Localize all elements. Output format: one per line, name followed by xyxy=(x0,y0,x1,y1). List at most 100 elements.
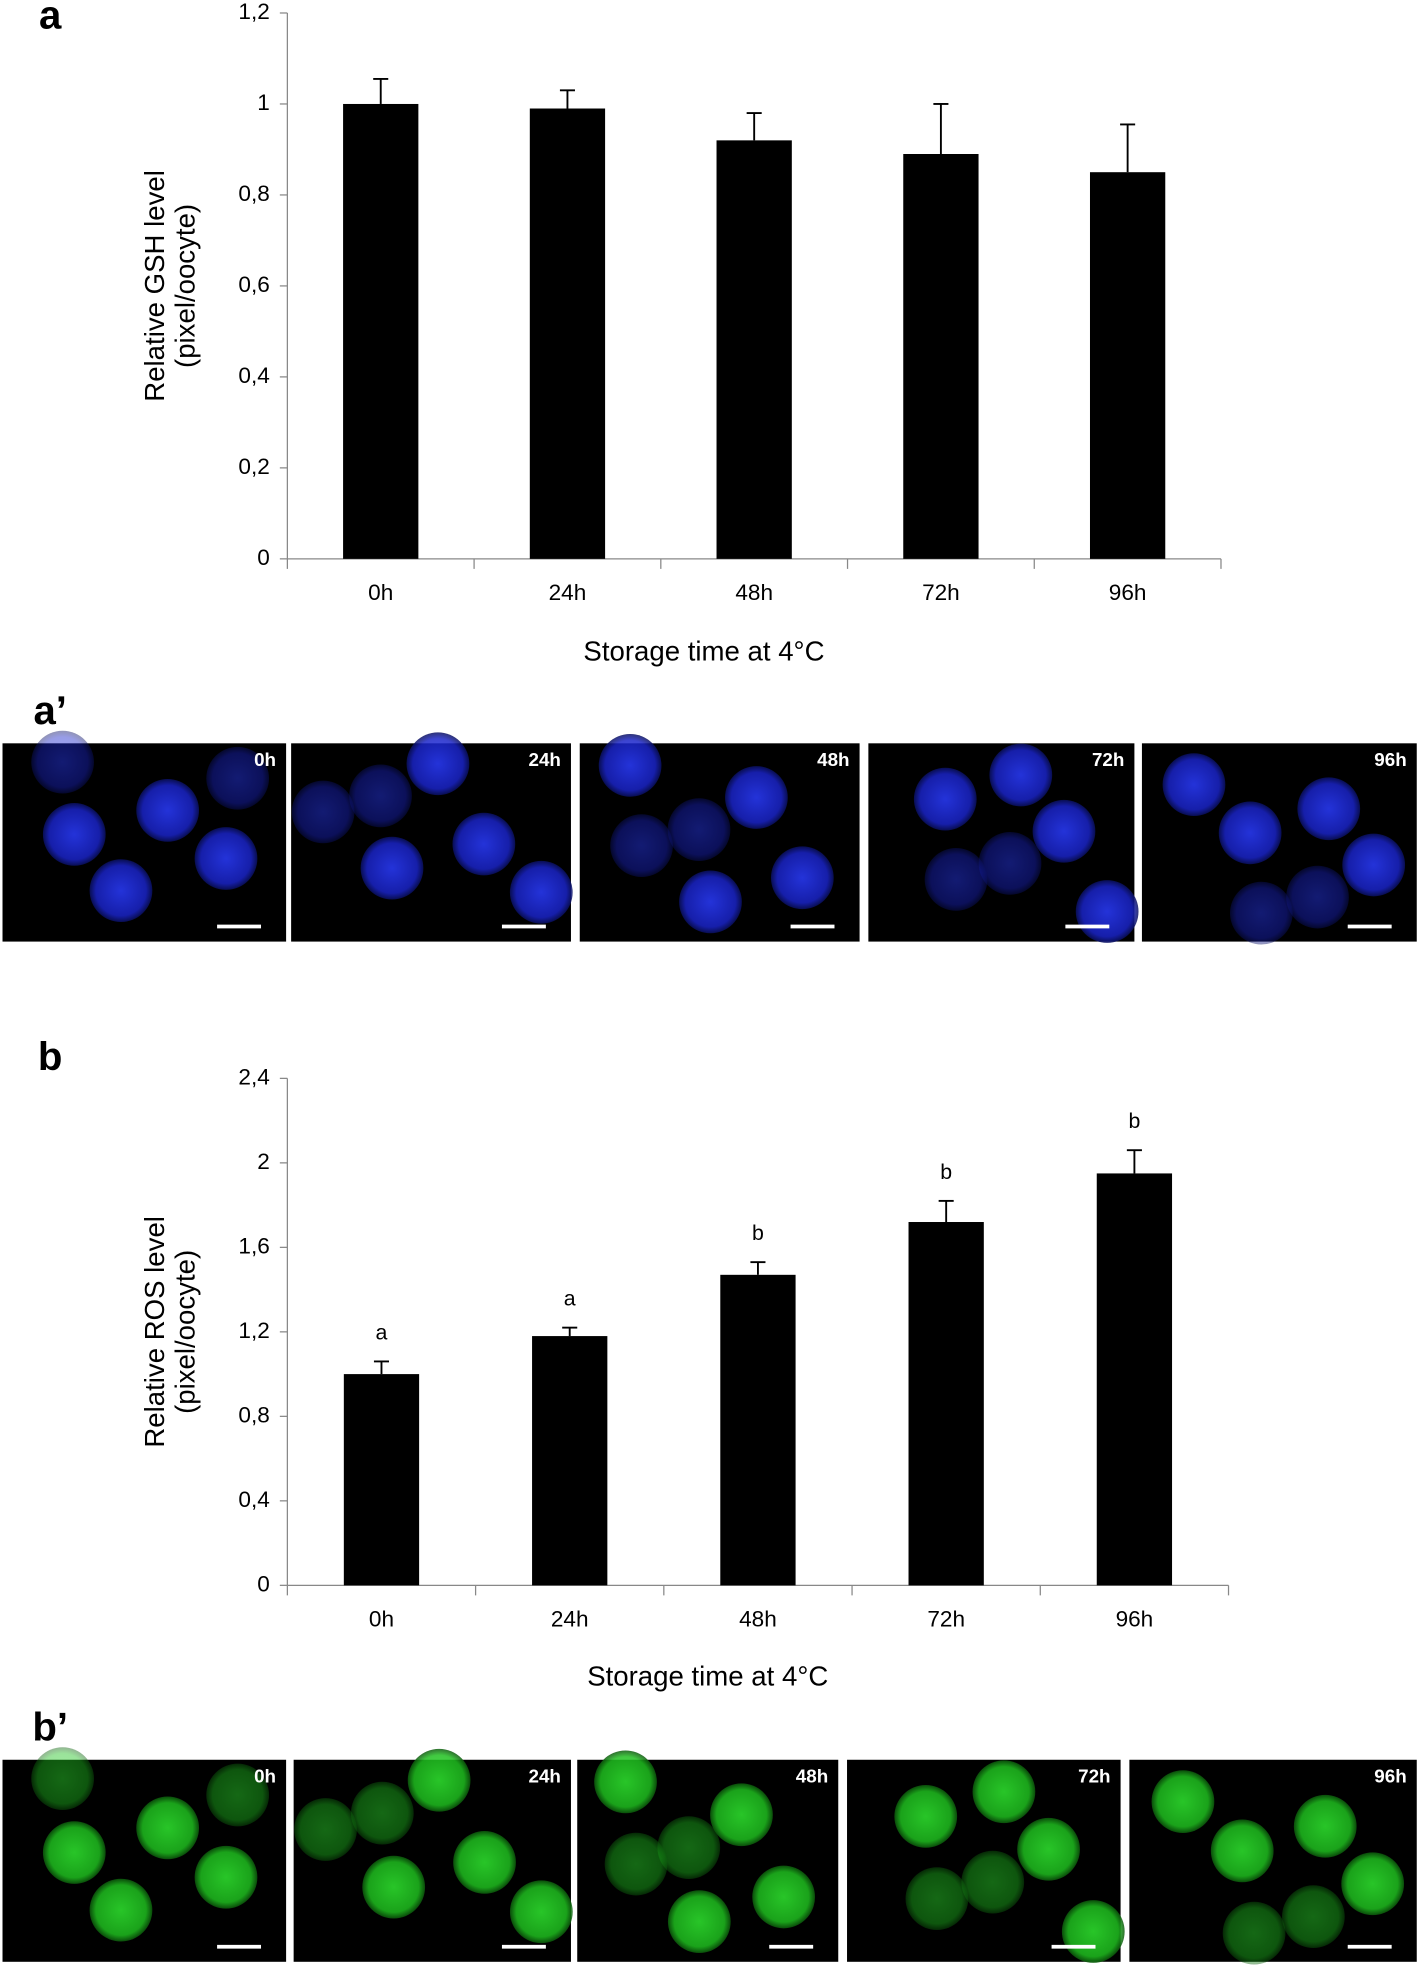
oocyte xyxy=(725,766,788,829)
image-caption: 72h xyxy=(1078,1765,1110,1786)
oocyte xyxy=(206,746,270,810)
oocyte xyxy=(42,803,106,866)
oocyte xyxy=(406,732,470,796)
oocyte xyxy=(31,730,94,794)
oocyte xyxy=(452,812,516,876)
oocyte xyxy=(594,1750,657,1814)
oocyte xyxy=(1017,1817,1080,1881)
oocyte xyxy=(770,846,834,910)
bar xyxy=(1096,1173,1173,1586)
bar xyxy=(529,108,606,559)
oocyte xyxy=(989,743,1053,807)
oocyte xyxy=(1297,777,1361,841)
bar xyxy=(716,140,792,559)
y-tick-label: 0,8 xyxy=(238,1402,269,1427)
oocyte xyxy=(667,1890,731,1953)
y-tick-label: 1,2 xyxy=(238,0,269,24)
y-axis-title: Relative GSH level xyxy=(139,170,170,402)
image-caption: 0h xyxy=(254,1765,276,1786)
x-tick-label: 96h xyxy=(1109,580,1147,605)
oocyte xyxy=(136,1796,200,1860)
oocyte xyxy=(42,1821,106,1884)
image-caption: 72h xyxy=(1092,749,1124,770)
oocyte xyxy=(894,1785,958,1848)
significance-letter: a xyxy=(564,1287,576,1311)
oocyte xyxy=(657,1816,721,1880)
x-tick-label: 24h xyxy=(551,1606,589,1631)
oocyte xyxy=(31,1747,94,1810)
y-tick-label: 1 xyxy=(257,90,270,115)
image-caption: 48h xyxy=(796,1765,828,1786)
bar xyxy=(903,154,979,559)
significance-letter: b xyxy=(1128,1109,1140,1133)
oocyte xyxy=(1061,1900,1125,1963)
oocyte xyxy=(924,848,988,911)
x-tick-label: 96h xyxy=(1116,1606,1154,1631)
oocyte xyxy=(1151,1770,1215,1833)
oocyte xyxy=(610,814,673,878)
oocyte xyxy=(509,860,573,924)
panel-label: a’ xyxy=(33,688,66,733)
bar xyxy=(908,1222,984,1586)
oocyte xyxy=(136,778,200,842)
bar xyxy=(1089,172,1166,559)
oocyte xyxy=(905,1867,969,1930)
oocyte xyxy=(453,1831,516,1894)
oocyte xyxy=(667,798,731,861)
oocyte xyxy=(1032,799,1096,863)
y-tick-label: 0,8 xyxy=(238,181,269,206)
significance-letter: a xyxy=(376,1320,388,1344)
image-caption: 24h xyxy=(529,749,561,770)
x-tick-label: 0h xyxy=(368,580,393,605)
oocyte xyxy=(1162,753,1226,817)
x-tick-label: 24h xyxy=(549,580,587,605)
oocyte xyxy=(1286,865,1349,929)
oocyte xyxy=(1075,880,1139,943)
image-caption: 48h xyxy=(817,749,849,770)
y-tick-label: 0,2 xyxy=(238,454,269,479)
oocyte xyxy=(978,831,1042,895)
y-tick-label: 1,2 xyxy=(238,1318,269,1343)
oocyte xyxy=(1210,1819,1274,1883)
oocyte xyxy=(1222,1901,1286,1965)
bar xyxy=(720,1274,796,1586)
y-tick-label: 0 xyxy=(257,1571,270,1596)
panel-label: b’ xyxy=(32,1704,68,1749)
significance-letter: b xyxy=(940,1160,952,1184)
oocyte xyxy=(913,767,977,831)
oocyte xyxy=(206,1763,270,1827)
x-tick-label: 0h xyxy=(369,1606,394,1631)
x-axis-title: Storage time at 4°C xyxy=(583,635,824,666)
y-tick-label: 0,6 xyxy=(238,272,269,297)
image-caption: 0h xyxy=(254,749,276,770)
oocyte xyxy=(1293,1794,1357,1858)
x-tick-label: 72h xyxy=(922,580,960,605)
y-tick-label: 2,4 xyxy=(238,1064,269,1089)
y-tick-label: 0 xyxy=(257,545,270,570)
x-tick-label: 48h xyxy=(739,1606,777,1631)
oocyte xyxy=(291,780,355,844)
y-axis-title: (pixel/oocyte) xyxy=(169,204,200,368)
oocyte xyxy=(360,836,424,900)
oocyte xyxy=(89,859,153,923)
oocyte xyxy=(350,1781,414,1845)
y-tick-label: 1,6 xyxy=(238,1233,269,1258)
x-tick-label: 48h xyxy=(735,580,773,605)
oocyte xyxy=(1342,833,1406,897)
bar xyxy=(532,1336,608,1586)
y-axis-title: Relative ROS level xyxy=(139,1216,170,1448)
image-caption: 96h xyxy=(1374,1765,1406,1786)
oocyte xyxy=(1282,1885,1345,1949)
oocyte xyxy=(679,870,742,934)
y-tick-label: 0,4 xyxy=(238,1487,269,1512)
bar xyxy=(343,103,419,559)
image-caption: 96h xyxy=(1374,749,1406,770)
oocyte xyxy=(1229,881,1293,945)
oocyte xyxy=(349,764,412,828)
oocyte xyxy=(961,1850,1025,1914)
oocyte xyxy=(598,733,662,797)
oocyte xyxy=(362,1855,426,1919)
oocyte xyxy=(407,1748,471,1812)
panel-label: b xyxy=(38,1034,63,1079)
y-tick-label: 0,4 xyxy=(238,363,269,388)
